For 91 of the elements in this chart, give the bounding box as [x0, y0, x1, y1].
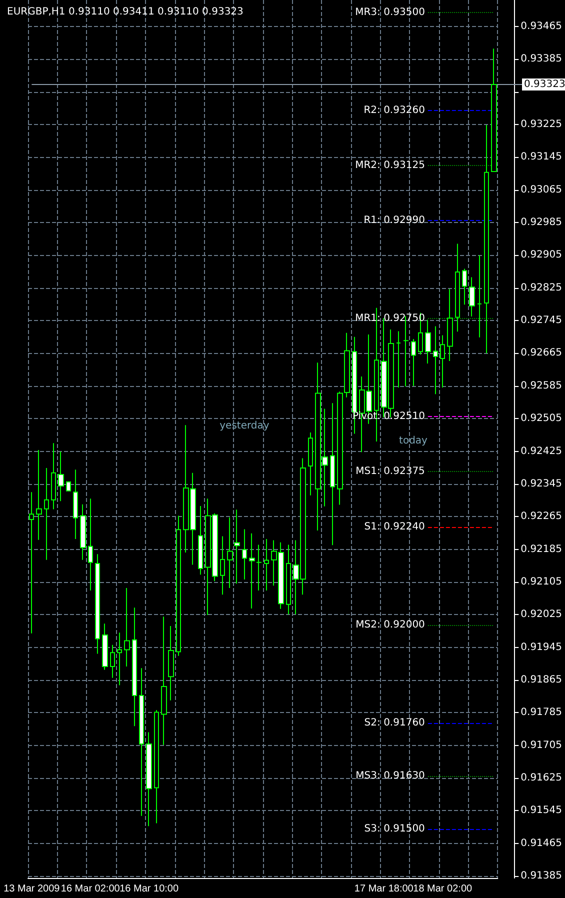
candlestick: [110, 644, 115, 678]
candlestick: [344, 332, 350, 398]
y-tick-label: 0.92825: [520, 282, 562, 294]
candlestick: [227, 516, 233, 589]
candlestick: [80, 504, 86, 560]
candlestick: [330, 402, 335, 546]
candlestick: [286, 544, 291, 615]
ref-line-label: R2: 0.93260: [364, 104, 425, 116]
x-tick-label: 13 Mar 2009: [4, 884, 60, 894]
candlestick: [29, 492, 34, 634]
y-tick-label: 0.91545: [520, 805, 562, 816]
text: EURGBP,H1 0.93110 0.93411 0.93110 0.93323: [7, 6, 244, 18]
candlestick: [146, 732, 152, 827]
y-tick-label: 0.91785: [520, 707, 562, 718]
candlestick: [36, 450, 42, 540]
candlestick: [447, 288, 453, 362]
ref-line-label: MS1: 0.92375: [356, 466, 425, 478]
ref-line-label: 0.93323: [524, 79, 565, 90]
candlestick: [396, 330, 401, 388]
candlestick: [51, 442, 56, 510]
candlestick: [102, 623, 108, 670]
candlestick: [477, 254, 482, 338]
y-tick-label: 0.92505: [520, 413, 562, 424]
candlestick: [256, 544, 262, 592]
candlestick: [462, 268, 467, 306]
candlestick: [425, 319, 431, 364]
candlestick: [249, 532, 255, 609]
candlestick: [198, 505, 203, 576]
y-tick-label: 0.92985: [520, 217, 562, 228]
candlestick: [242, 528, 247, 580]
candlestick: [176, 515, 181, 656]
y-tick-label: 0.92105: [520, 576, 562, 588]
y-tick-label: 0.93145: [520, 152, 562, 163]
y-tick-label: 0.91865: [520, 674, 562, 686]
annotation: today: [399, 435, 428, 446]
candlestick: [440, 334, 445, 388]
candlestick: [117, 632, 122, 686]
candlestick: [132, 607, 137, 727]
x-tick-label: 16 Mar 10:00: [120, 884, 179, 894]
y-tick-label: 0.92265: [520, 511, 562, 522]
x-tick-label: 16 Mar 02:00: [60, 884, 120, 894]
ref-line-label: S3: 0.91500: [364, 823, 425, 834]
y-tick-label: 0.91705: [520, 740, 562, 751]
ref-line-label: R1: 0.92990: [364, 215, 425, 226]
candlestick: [433, 326, 438, 395]
y-tick-label: 0.92025: [520, 609, 562, 620]
candlestick: [337, 391, 343, 506]
candlestick: [139, 668, 144, 816]
x-tick-label: 18 Mar 02:00: [413, 884, 473, 894]
ref-line-label: S1: 0.92240: [364, 521, 425, 532]
candlestick: [469, 276, 475, 317]
candlestick: [484, 124, 489, 354]
candlestick: [88, 498, 93, 592]
y-tick-label: 0.92425: [520, 446, 562, 457]
y-tick-label: 0.93385: [520, 54, 562, 65]
candlestick: [44, 467, 49, 560]
x-tick-label: 17 Mar 18:00: [354, 884, 414, 894]
y-tick-label: 0.92905: [520, 250, 562, 261]
ref-line-label: MS3: 0.91630: [356, 770, 425, 782]
y-tick-label: 0.92665: [520, 348, 562, 359]
y-tick-label: 0.91945: [520, 642, 562, 653]
y-tick-label: 0.92185: [520, 544, 562, 555]
candlestick: [66, 481, 71, 492]
candlestick: [411, 338, 416, 386]
annotation: yesterday: [220, 420, 270, 432]
candlestick: [491, 48, 497, 172]
y-tick-label: 0.92585: [520, 380, 562, 392]
candlestick: [455, 243, 460, 332]
ref-line-label: S2: 0.91760: [364, 717, 425, 728]
candlestick: [264, 538, 269, 592]
y-tick-label: 0.91625: [520, 772, 562, 784]
candlestick: [308, 432, 313, 496]
candlestick: [154, 710, 159, 824]
candlestick: [95, 554, 100, 654]
candlestick: [220, 536, 225, 596]
y-tick-label: 0.91385: [520, 870, 562, 882]
candlestick: [161, 616, 167, 746]
y-tick-label: 0.93225: [520, 119, 562, 130]
y-tick-label: 0.92745: [520, 315, 562, 326]
candlestick: [58, 451, 64, 502]
candlestick: [124, 588, 130, 667]
candlestick: [234, 509, 240, 584]
y-tick-label: 0.91465: [520, 838, 562, 849]
y-tick-label: 0.93465: [520, 21, 562, 32]
y-tick-label: 0.92345: [520, 478, 562, 490]
candlestick: [73, 469, 78, 540]
y-tick-label: 0.93065: [520, 184, 562, 196]
ref-line-label: MR3: 0.93500: [355, 6, 425, 18]
ref-line-label: MR2: 0.93125: [355, 160, 425, 171]
candlestick: [168, 626, 174, 701]
ref-line-label: MS2: 0.92000: [356, 619, 425, 630]
